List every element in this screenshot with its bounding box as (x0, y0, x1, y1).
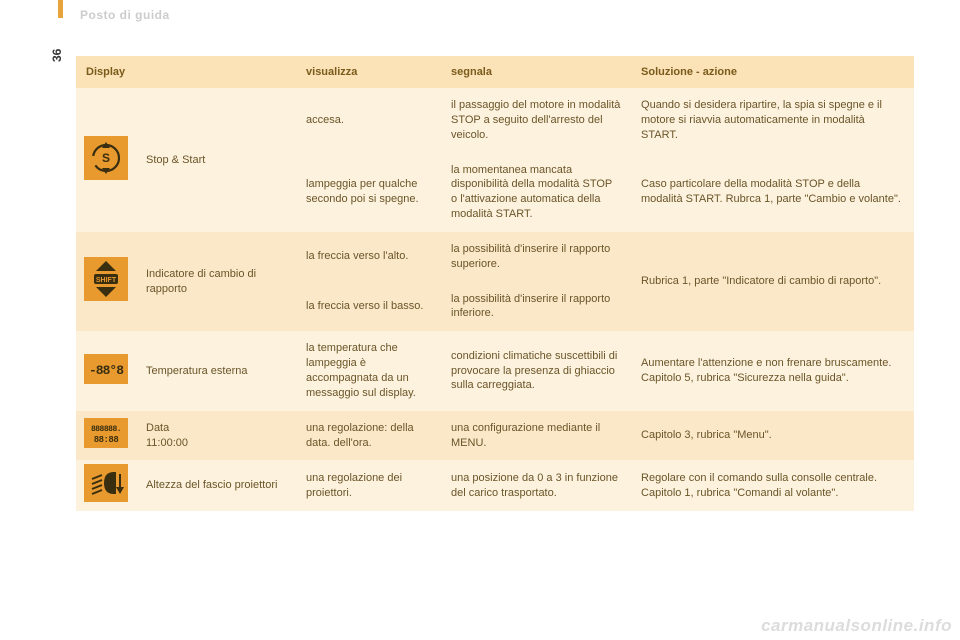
icon-cell-temp: -88°8 (76, 331, 136, 410)
watermark: carmanualsonline.info (761, 616, 952, 636)
table-row: -88°8 Temperatura esterna la temperatura… (76, 331, 914, 410)
cell-soluzione: Capitolo 3, rubrica "Menu". (631, 411, 914, 461)
cell-visualizza: la freccia verso l'alto. (296, 232, 441, 282)
col-segnala: segnala (441, 56, 631, 88)
cell-segnala: la momentanea mancata disponibilità dell… (441, 153, 631, 232)
row-name-shift: Indicatore di cambio di rapporto (136, 232, 296, 331)
icon-cell-headlamp (76, 460, 136, 511)
section-title: Posto di guida (80, 8, 170, 22)
cell-visualizza: una regolazione dei proiettori. (296, 460, 441, 511)
edge-accent-bar (58, 0, 63, 18)
svg-text:-88°8: -88°8 (89, 363, 124, 378)
row-name-headlamp: Altezza del fascio proiettori (136, 460, 296, 511)
table-row: SHIFT Indicatore di cambio di rapporto l… (76, 232, 914, 282)
icon-cell-stopstart: S (76, 88, 136, 232)
temperature-icon: -88°8 (84, 354, 128, 384)
row-name-date: Data 11:00:00 (136, 411, 296, 461)
cell-segnala: condizioni climatiche suscettibili di pr… (441, 331, 631, 410)
shift-icon: SHIFT (84, 257, 128, 301)
table-row: Altezza del fascio proiettori una regola… (76, 460, 914, 511)
cell-segnala: una configurazione mediante il MENU. (441, 411, 631, 461)
row-name-stopstart: Stop & Start (136, 88, 296, 232)
icon-cell-shift: SHIFT (76, 232, 136, 331)
cell-visualizza: la temperatura che lampeggia è accompagn… (296, 331, 441, 410)
cell-segnala: il passaggio del motore in modalità STOP… (441, 88, 631, 153)
cell-soluzione: Regolare con il comando sulla consolle c… (631, 460, 914, 511)
col-visualizza: visualizza (296, 56, 441, 88)
cell-segnala: una posizione da 0 a 3 in funzione del c… (441, 460, 631, 511)
svg-text:S: S (102, 151, 110, 165)
table-row: S Stop & Start accesa. il passaggio del … (76, 88, 914, 153)
svg-text:88:88: 88:88 (94, 435, 119, 445)
cell-soluzione: Quando si desidera ripartire, la spia si… (631, 88, 914, 153)
table-row: 888888. 88:88 Data 11:00:00 una regolazi… (76, 411, 914, 461)
svg-text:888888.: 888888. (91, 425, 121, 434)
indicator-table: Display visualizza segnala Soluzione - a… (76, 56, 914, 511)
indicator-table-wrap: Display visualizza segnala Soluzione - a… (76, 56, 914, 511)
cell-soluzione: Aumentare l'attenzione e non frenare bru… (631, 331, 914, 410)
cell-visualizza: lampeggia per qualche secondo poi si spe… (296, 153, 441, 232)
icon-cell-date: 888888. 88:88 (76, 411, 136, 461)
cell-soluzione: Rubrica 1, parte "Indicatore di cambio d… (631, 232, 914, 331)
cell-visualizza: accesa. (296, 88, 441, 153)
stop-start-icon: S (84, 136, 128, 180)
col-display: Display (76, 56, 296, 88)
cell-segnala: la possibilità d'inserire il rapporto su… (441, 232, 631, 282)
cell-segnala: la possibilità d'inserire il rapporto in… (441, 282, 631, 332)
cell-visualizza: la freccia verso il basso. (296, 282, 441, 332)
headlamp-height-icon (84, 464, 128, 502)
page-root: 36 Posto di guida Display visualizza seg… (0, 0, 960, 640)
col-soluzione: Soluzione - azione (631, 56, 914, 88)
table-header-row: Display visualizza segnala Soluzione - a… (76, 56, 914, 88)
svg-text:SHIFT: SHIFT (96, 277, 117, 284)
row-name-temp: Temperatura esterna (136, 331, 296, 410)
cell-soluzione: Caso particolare della modalità STOP e d… (631, 153, 914, 232)
page-number: 36 (50, 49, 64, 62)
cell-visualizza: una regolazione: della data. dell'ora. (296, 411, 441, 461)
date-time-icon: 888888. 88:88 (84, 418, 128, 448)
